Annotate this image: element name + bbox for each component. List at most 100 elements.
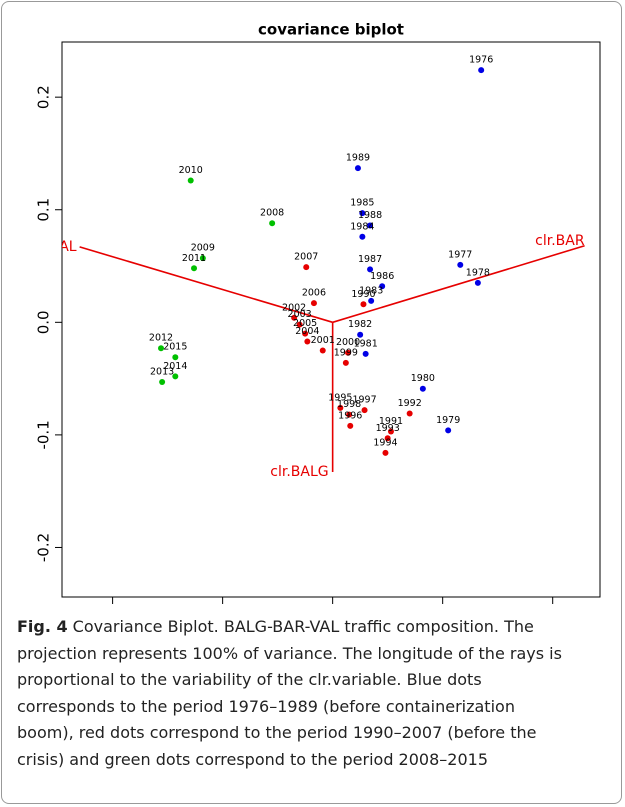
point-label: 1999 — [334, 347, 358, 358]
point-label: 1995 — [328, 392, 352, 403]
ray — [79, 246, 333, 324]
point — [291, 314, 298, 321]
ray-label: clr.VAL — [30, 239, 77, 255]
caption-text: Covariance Biplot. BALG-BAR-VAL traffic … — [72, 617, 534, 636]
point — [310, 300, 317, 307]
point — [303, 264, 310, 271]
point-label: 2002 — [282, 302, 306, 313]
point-label: 1992 — [398, 398, 422, 409]
point — [361, 407, 368, 414]
point-label: 2010 — [179, 165, 203, 176]
point — [445, 427, 452, 434]
ray-label: clr.BAR — [535, 233, 585, 249]
point-label: 1989 — [346, 153, 370, 164]
point-label: 1983 — [359, 285, 383, 296]
caption-line: Fig. 4 Covariance Biplot. BALG-BAR-VAL tr… — [17, 614, 617, 641]
point — [337, 404, 344, 411]
plot-area: clr.BARclr.VALclr.BALG197619891985198819… — [30, 55, 585, 480]
point-label: 1981 — [354, 338, 378, 349]
caption-line: projection represents 100% of variance. … — [17, 641, 617, 668]
point — [384, 435, 391, 442]
point-label: 1985 — [350, 198, 374, 209]
point — [360, 301, 367, 308]
point — [379, 283, 386, 290]
point-label: 1982 — [348, 319, 372, 330]
caption-line: corresponds to the period 1976–1989 (bef… — [17, 694, 617, 721]
plot-box — [61, 41, 601, 598]
point — [474, 279, 481, 286]
point — [199, 255, 206, 262]
point — [367, 266, 374, 273]
point — [342, 359, 349, 366]
y-tick-label: 0.1 — [35, 198, 53, 222]
point-label: 1987 — [358, 254, 382, 265]
point-label: 1994 — [373, 437, 397, 448]
point-label: 1977 — [448, 249, 472, 260]
point — [319, 347, 326, 354]
point — [357, 331, 364, 338]
point — [159, 378, 166, 385]
point — [304, 338, 311, 345]
point — [478, 67, 485, 74]
point-label: 1988 — [358, 210, 382, 221]
point — [172, 373, 179, 380]
point-label: 2001 — [311, 335, 335, 346]
point-label: 2014 — [163, 361, 187, 372]
point-label: 2006 — [302, 288, 326, 299]
point — [387, 428, 394, 435]
point-label: 2003 — [288, 309, 312, 320]
point — [345, 349, 352, 356]
point-label: 2005 — [293, 318, 317, 329]
point — [296, 321, 303, 328]
point — [367, 222, 374, 229]
point — [172, 354, 179, 361]
point-label: 2008 — [260, 208, 284, 219]
point-label: 2011 — [182, 253, 206, 264]
y-tick-label: -0.2 — [35, 533, 53, 562]
ray-label: clr.BALG — [270, 464, 328, 480]
point — [187, 177, 194, 184]
point-label: 1984 — [350, 221, 374, 232]
point-label: 1996 — [338, 410, 362, 421]
caption-label: Fig. 4 — [17, 617, 68, 636]
point — [269, 220, 276, 227]
point — [347, 422, 354, 429]
caption-text: boom), red dots correspond to the period… — [17, 723, 537, 743]
point — [191, 265, 198, 272]
point-label: 1997 — [352, 395, 376, 406]
point-label: 2000 — [336, 337, 360, 348]
point — [158, 345, 165, 352]
point — [354, 165, 361, 172]
point — [368, 297, 375, 304]
point-label: 2013 — [150, 366, 174, 377]
point-label: 1998 — [337, 399, 361, 410]
point-label: 1986 — [370, 271, 394, 282]
point — [346, 411, 353, 418]
caption-line: crisis) and green dots correspond to the… — [17, 747, 617, 774]
caption-text: crisis) and green dots correspond to the… — [17, 749, 488, 769]
point — [359, 210, 366, 217]
point — [302, 330, 309, 337]
point-label: 1990 — [351, 289, 375, 300]
caption-text: proportional to the variability of the c… — [17, 670, 482, 690]
point-label: 2004 — [295, 326, 319, 337]
ray — [332, 244, 585, 324]
caption-line: boom), red dots correspond to the period… — [17, 720, 617, 747]
point-label: 1993 — [376, 423, 400, 434]
point-label: 1978 — [466, 267, 490, 278]
y-tick-label: -0.1 — [35, 420, 53, 449]
point-label: 2012 — [149, 333, 173, 344]
point-label: 1979 — [436, 415, 460, 426]
caption-line: proportional to the variability of the c… — [17, 667, 617, 694]
point-label: 2007 — [294, 252, 318, 263]
point-label: 1991 — [379, 416, 403, 427]
caption-text: projection represents 100% of variance. … — [17, 643, 562, 663]
y-tick-label: 0.2 — [35, 85, 53, 109]
point-label: 2015 — [163, 342, 187, 353]
caption-text: corresponds to the period 1976–1989 (bef… — [17, 696, 515, 716]
point — [406, 410, 413, 417]
caption: Fig. 4 Covariance Biplot. BALG-BAR-VAL tr… — [17, 614, 617, 774]
point — [362, 350, 369, 357]
point-label: 1980 — [411, 373, 435, 384]
